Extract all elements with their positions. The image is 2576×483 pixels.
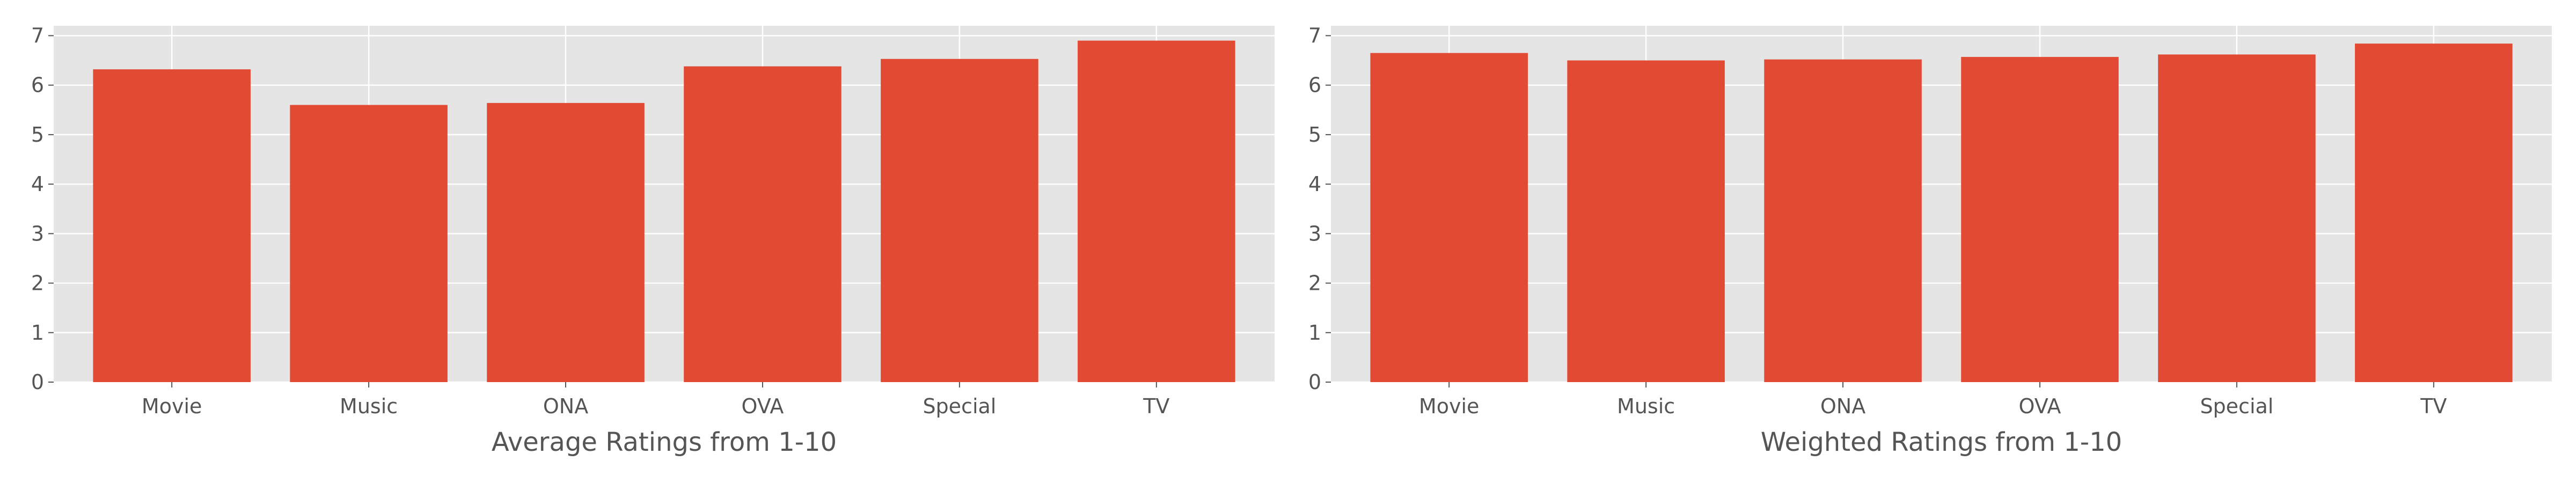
weighted-y-tick-label: 3 xyxy=(1308,222,1321,245)
weighted-bar-special xyxy=(2158,54,2316,382)
weighted-x-tick-label: Special xyxy=(2200,394,2273,418)
weighted-y-tick-label: 1 xyxy=(1308,321,1321,345)
average-x-axis-label: Average Ratings from 1-10 xyxy=(492,427,837,457)
average-x-tick-label: ONA xyxy=(543,394,588,418)
weighted-bar-music xyxy=(1567,60,1725,383)
average-bar-music xyxy=(290,105,448,383)
average-ratings-chart: 0 1 2 3 4 5 6 7 Movie Music ONA OVA Special TV Average… xyxy=(31,24,1275,457)
average-y-tick-label: 2 xyxy=(31,272,44,295)
weighted-x-tick-label: Music xyxy=(1617,394,1675,418)
average-bar-ova xyxy=(684,66,841,383)
weighted-x-tick-label: OVA xyxy=(2019,394,2061,418)
weighted-bar-tv xyxy=(2355,43,2513,382)
average-x-tick-label: Movie xyxy=(142,394,202,418)
average-bar-movie xyxy=(93,69,251,383)
weighted-bar-movie xyxy=(1370,53,1528,382)
average-y-tick-label: 6 xyxy=(31,74,44,97)
average-x-tick-label: OVA xyxy=(742,394,784,418)
weighted-y-tick-label: 0 xyxy=(1308,370,1321,394)
weighted-y-tick-label: 2 xyxy=(1308,272,1321,295)
weighted-ratings-chart: 0 1 2 3 4 5 6 7 Movie Music ONA OVA Special TV Weighte… xyxy=(1308,24,2552,457)
weighted-bar-ona xyxy=(1764,59,1922,382)
weighted-x-axis-label: Weighted Ratings from 1-10 xyxy=(1761,427,2122,457)
average-y-tick-label: 0 xyxy=(31,370,44,394)
average-x-tick-label: TV xyxy=(1143,394,1169,418)
average-bar-special xyxy=(881,58,1038,383)
weighted-bar-ova xyxy=(1961,57,2119,383)
weighted-x-tick-label: TV xyxy=(2420,394,2447,418)
weighted-y-tick-label: 5 xyxy=(1308,123,1321,147)
average-x-tick-label: Music xyxy=(340,394,398,418)
weighted-x-tick-label: Movie xyxy=(1419,394,1479,418)
average-y-tick-label: 1 xyxy=(31,321,44,345)
average-y-tick-label: 5 xyxy=(31,123,44,147)
weighted-x-tick-label: ONA xyxy=(1820,394,1865,418)
weighted-y-tick-label: 7 xyxy=(1308,24,1321,47)
average-y-tick-label: 4 xyxy=(31,172,44,196)
average-y-tick-label: 7 xyxy=(31,24,44,47)
average-x-tick-label: Special xyxy=(923,394,996,418)
weighted-y-tick-label: 6 xyxy=(1308,74,1321,97)
average-y-tick-label: 3 xyxy=(31,222,44,245)
weighted-y-tick-label: 4 xyxy=(1308,172,1321,196)
average-bar-tv xyxy=(1078,40,1235,382)
average-bar-ona xyxy=(487,103,645,382)
